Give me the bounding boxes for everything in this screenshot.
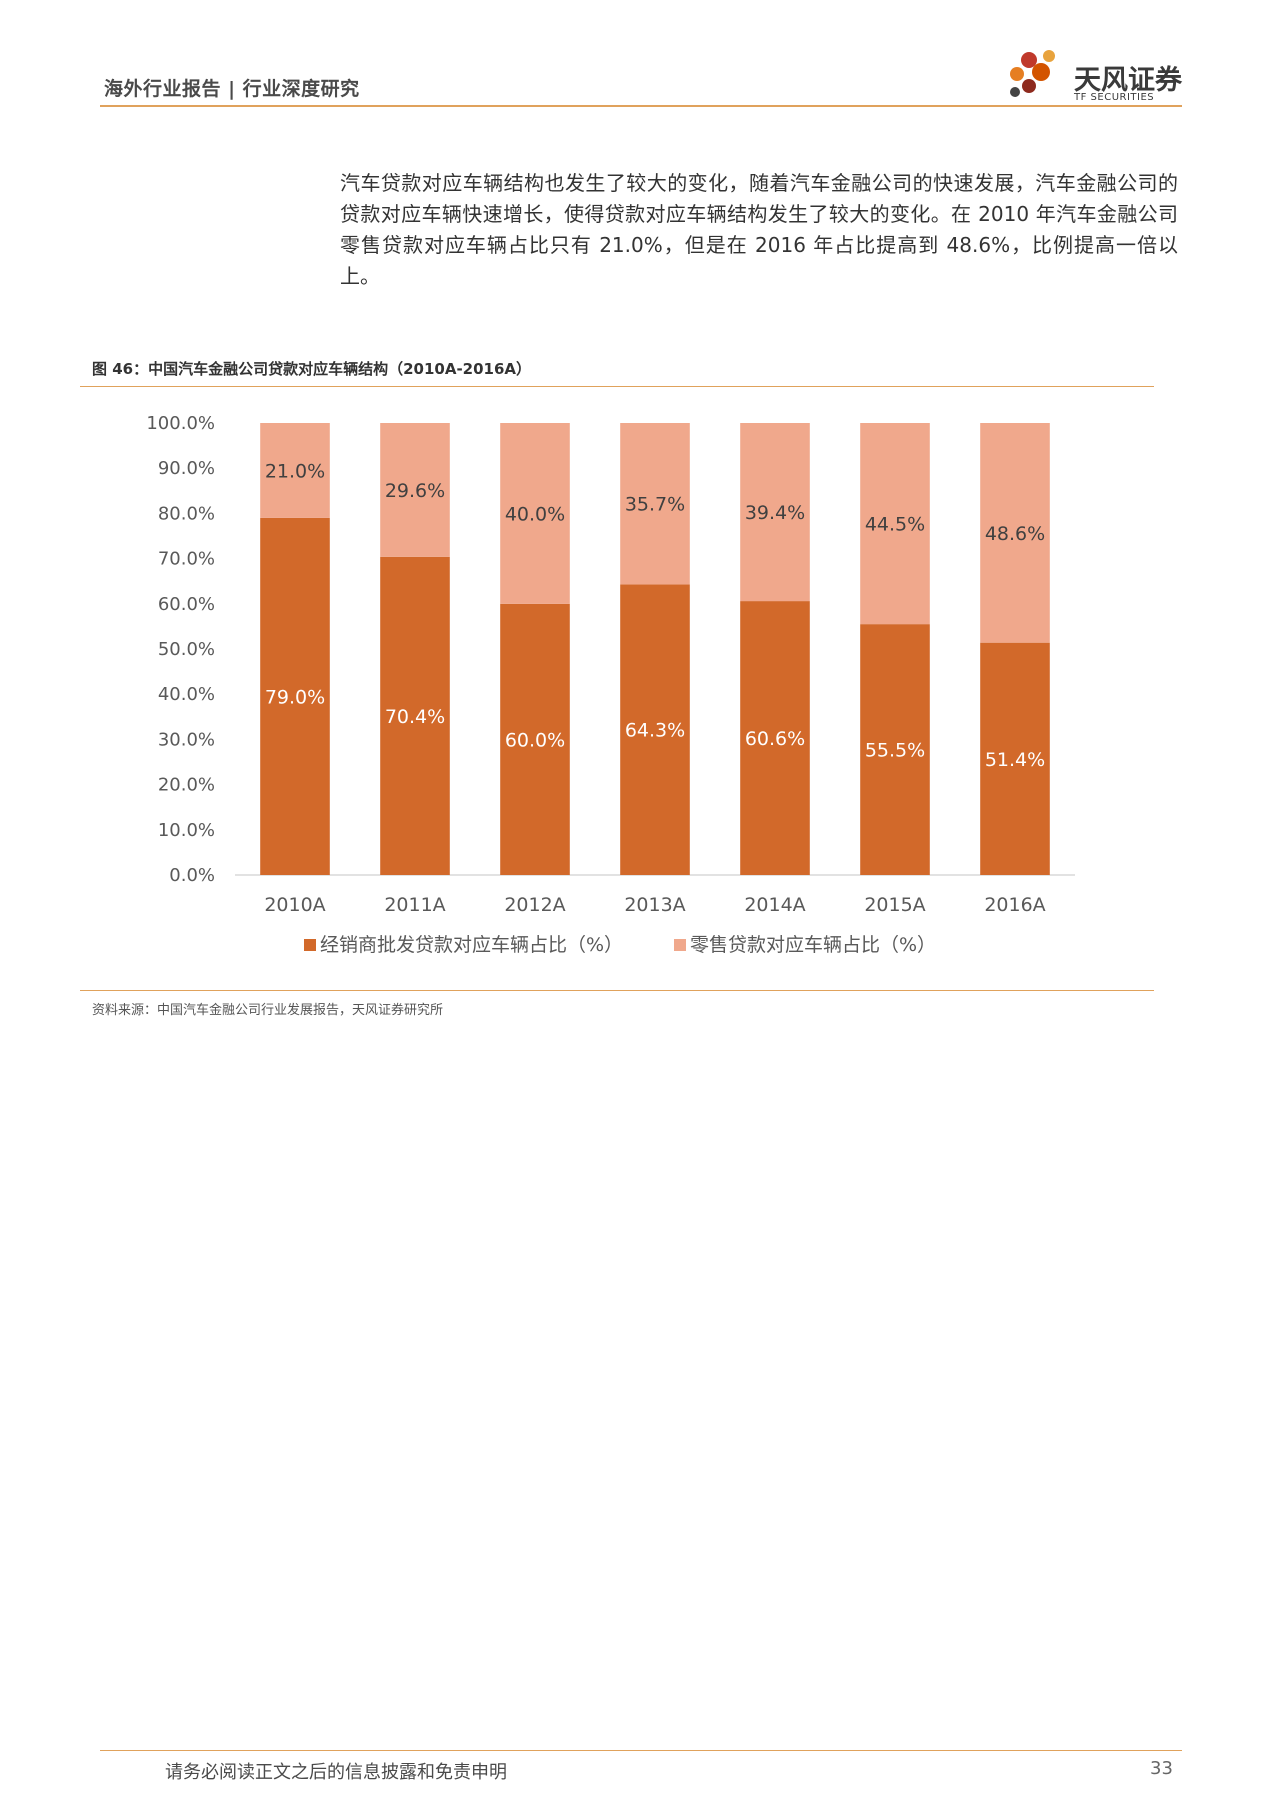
logo-name: 天风证券 [1074,65,1182,96]
y-tick-label: 60.0% [158,594,215,615]
legend-label: 经销商批发贷款对应车辆占比（%） [320,934,623,956]
y-tick-label: 50.0% [158,639,215,660]
y-tick-label: 30.0% [158,729,215,750]
figure-source: 资料来源：中国汽车金融公司行业发展报告，天风证券研究所 [92,1003,444,1018]
figure-title: 图 46：中国汽车金融公司贷款对应车辆结构（2010A-2016A） [92,360,532,378]
data-label: 60.0% [505,729,565,751]
x-tick-label: 2011A [384,894,445,916]
bar-segment [860,624,930,875]
logo-subtitle: TF SECURITIES [1074,92,1155,103]
bar-segment [380,423,450,557]
data-label: 35.7% [625,494,685,516]
footer-disclaimer: 请务必阅读正文之后的信息披露和免责申明 [165,1762,507,1783]
y-tick-label: 80.0% [158,503,215,524]
header-divider [100,105,1182,107]
y-tick-label: 70.0% [158,549,215,570]
figure-top-rule [80,386,1154,387]
bar-segment [740,601,810,875]
y-tick-label: 100.0% [146,413,215,434]
y-tick-label: 0.0% [169,865,215,886]
data-label: 29.6% [385,480,445,502]
bar-segment [260,517,330,875]
figure-bottom-rule [80,990,1154,991]
tf-logo-icon [1010,50,1055,97]
data-label: 21.0% [265,460,325,482]
bar-segment [380,556,450,875]
body-paragraph: 汽车贷款对应车辆结构也发生了较大的变化，随着汽车金融公司的快速发展，汽车金融公司… [340,171,1178,288]
y-tick-label: 20.0% [158,775,215,796]
bar-segment [500,603,570,875]
data-label: 55.5% [865,740,925,762]
data-label: 51.4% [985,749,1045,771]
bar-segment [620,584,690,875]
x-tick-label: 2012A [504,894,565,916]
data-label: 60.6% [745,728,805,750]
y-tick-label: 90.0% [158,458,215,479]
data-label: 40.0% [505,503,565,525]
legend-swatch [304,939,316,951]
x-tick-label: 2010A [264,894,325,916]
y-tick-label: 10.0% [158,820,215,841]
bar-segment [620,423,690,585]
x-tick-label: 2016A [984,894,1045,916]
stacked-bar-chart: 0.0% 10.0% 20.0% 30.0% 40.0% 50.0% 60.0% 70.0% 8… [146,413,1075,956]
bar-segment [740,423,810,602]
data-label: 48.6% [985,523,1045,545]
x-tick-label: 2015A [864,894,925,916]
y-tick-label: 40.0% [158,684,215,705]
page-number: 33 [1150,1758,1173,1779]
legend-swatch [674,939,686,951]
bar-segment [860,423,930,625]
bar-segment [980,642,1050,875]
bar-segment [260,423,330,518]
bar-segment [980,423,1050,643]
data-label: 44.5% [865,514,925,536]
x-tick-label: 2014A [744,894,805,916]
data-label: 64.3% [625,720,685,742]
footer-divider [100,1750,1182,1751]
data-label: 70.4% [385,706,445,728]
report-header-title: 海外行业报告 | 行业深度研究 [104,78,360,100]
x-tick-label: 2013A [624,894,685,916]
legend-label: 零售贷款对应车辆占比（%） [690,934,936,956]
data-label: 39.4% [745,502,805,524]
bar-segment [500,423,570,604]
data-label: 79.0% [265,686,325,708]
